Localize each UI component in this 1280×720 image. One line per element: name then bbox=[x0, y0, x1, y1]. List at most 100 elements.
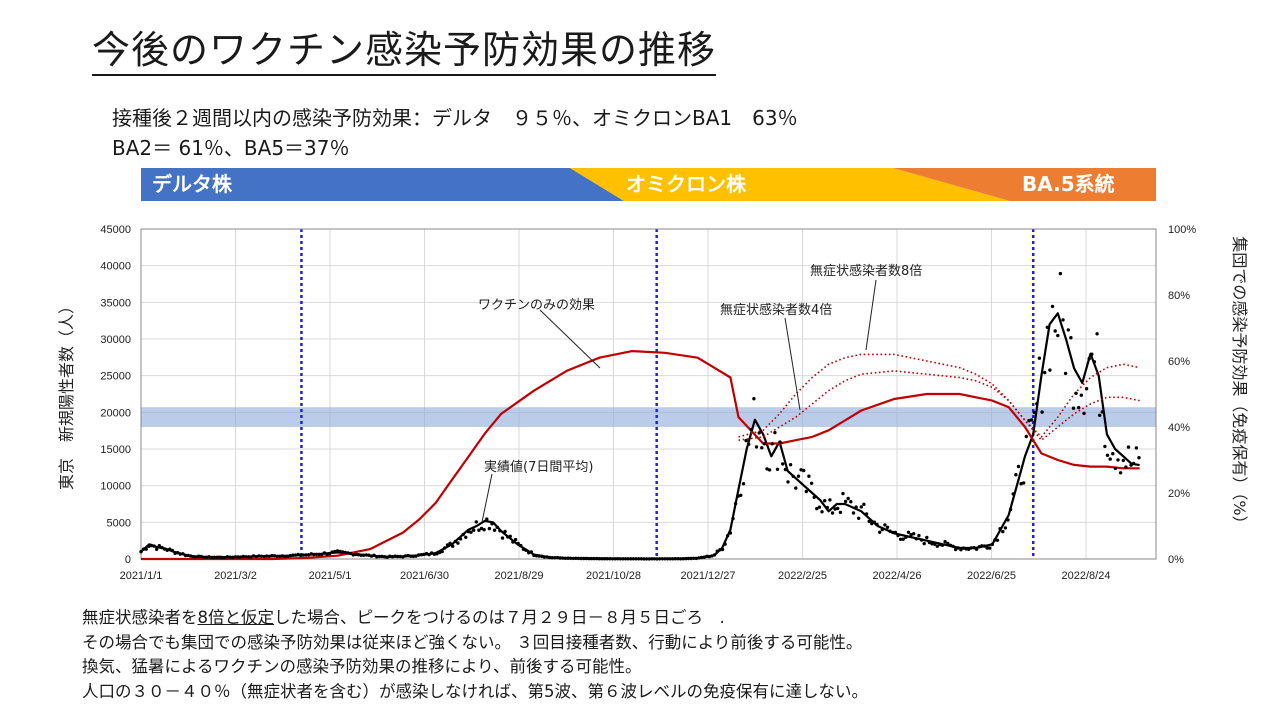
daily-point bbox=[626, 557, 630, 561]
daily-point bbox=[430, 551, 434, 555]
daily-point bbox=[207, 555, 211, 559]
daily-point bbox=[490, 522, 494, 526]
daily-point bbox=[702, 555, 706, 559]
daily-point bbox=[482, 528, 486, 532]
daily-point bbox=[1111, 452, 1115, 456]
daily-point bbox=[181, 552, 185, 556]
x-tick-label: 2021/12/27 bbox=[680, 570, 735, 582]
daily-point bbox=[799, 468, 803, 472]
daily-point bbox=[210, 555, 214, 560]
daily-point bbox=[390, 555, 395, 559]
daily-point bbox=[689, 556, 693, 561]
daily-point bbox=[1050, 304, 1055, 309]
daily-point bbox=[878, 530, 882, 534]
daily-point bbox=[830, 511, 835, 515]
daily-point bbox=[529, 550, 533, 554]
daily-point bbox=[1071, 406, 1076, 410]
daily-point bbox=[775, 467, 780, 471]
daily-point bbox=[312, 552, 316, 557]
daily-point bbox=[217, 555, 222, 559]
daily-point bbox=[754, 445, 759, 449]
daily-point bbox=[657, 557, 662, 561]
daily-point bbox=[487, 526, 492, 531]
daily-point bbox=[278, 554, 282, 558]
daily-point bbox=[600, 557, 604, 561]
daily-point bbox=[901, 537, 905, 541]
daily-point bbox=[330, 550, 334, 554]
y2-tick-label: 40% bbox=[1168, 422, 1190, 434]
note-line-1a: 無症状感染者を bbox=[82, 608, 198, 627]
y2-tick-label: 100% bbox=[1168, 224, 1196, 236]
daily-point bbox=[1121, 458, 1126, 463]
y-tick-label: 25000 bbox=[100, 371, 131, 383]
daily-point bbox=[322, 551, 327, 555]
daily-point bbox=[149, 543, 154, 548]
daily-point bbox=[631, 557, 636, 561]
note-line-1: 無症状感染者を8倍と仮定した場合、ピークをつけるのは７月２９日－８月５日ごろ . bbox=[82, 606, 868, 631]
daily-point bbox=[314, 552, 319, 556]
daily-point bbox=[946, 541, 950, 546]
daily-point bbox=[160, 545, 164, 550]
daily-point bbox=[888, 529, 892, 533]
daily-point bbox=[241, 554, 245, 559]
y2-tick-label: 80% bbox=[1168, 290, 1190, 302]
daily-point bbox=[236, 555, 240, 559]
daily-point bbox=[650, 557, 654, 561]
daily-point bbox=[791, 474, 795, 478]
daily-point bbox=[739, 493, 743, 497]
vertical-markers bbox=[300, 229, 1035, 559]
daily-point bbox=[189, 554, 193, 558]
variant-label-ba5: BA.5系統 bbox=[1022, 172, 1115, 196]
daily-point bbox=[1095, 332, 1099, 336]
daily-point bbox=[948, 543, 953, 547]
daily-point bbox=[893, 530, 898, 535]
y2-tick-label: 20% bbox=[1168, 488, 1190, 500]
daily-point bbox=[933, 542, 937, 546]
daily-point bbox=[781, 462, 785, 466]
daily-point bbox=[909, 533, 913, 537]
daily-point bbox=[943, 540, 947, 544]
daily-point bbox=[1098, 413, 1102, 417]
daily-point bbox=[173, 551, 177, 555]
daily-point bbox=[555, 555, 560, 560]
daily-point bbox=[196, 554, 201, 558]
daily-point bbox=[1069, 336, 1073, 340]
daily-point bbox=[857, 516, 861, 520]
daily-point bbox=[1024, 434, 1029, 439]
y2-axis-ticks: 0% 20% 40% 60% 80% 100% bbox=[1168, 224, 1196, 566]
daily-point bbox=[783, 467, 788, 472]
daily-point bbox=[610, 557, 615, 561]
daily-point bbox=[199, 554, 203, 559]
daily-point bbox=[461, 532, 465, 537]
daily-point bbox=[448, 541, 452, 545]
daily-point bbox=[511, 540, 515, 544]
daily-point bbox=[215, 555, 219, 559]
daily-point bbox=[503, 529, 507, 534]
subtitle-line-1: 接種後２週間以内の感染予防効果：デルタ ９５％、オミクロンBA1 63％ bbox=[112, 106, 798, 130]
daily-point bbox=[364, 553, 368, 557]
daily-point bbox=[249, 555, 253, 559]
daily-point bbox=[1040, 410, 1044, 414]
daily-point bbox=[980, 544, 984, 548]
daily-point bbox=[1011, 492, 1015, 496]
daily-point bbox=[904, 535, 908, 539]
daily-point bbox=[341, 550, 345, 554]
daily-point bbox=[1045, 325, 1050, 329]
daily-point bbox=[225, 555, 230, 559]
daily-point bbox=[1019, 482, 1023, 486]
daily-point bbox=[1090, 352, 1094, 356]
daily-point bbox=[982, 544, 987, 548]
daily-point bbox=[293, 553, 298, 557]
daily-point bbox=[1037, 356, 1042, 360]
daily-point bbox=[417, 553, 421, 557]
daily-point bbox=[1103, 444, 1107, 449]
daily-point bbox=[898, 537, 903, 541]
y-tick-label: 0 bbox=[125, 554, 131, 566]
daily-point bbox=[317, 552, 321, 557]
daily-point bbox=[786, 480, 790, 484]
daily-point bbox=[1053, 329, 1057, 333]
daily-point bbox=[1074, 391, 1078, 395]
variant-band: デルタ株 オミクロン株 BA.5系統 bbox=[141, 168, 1156, 201]
daily-point bbox=[608, 557, 612, 561]
